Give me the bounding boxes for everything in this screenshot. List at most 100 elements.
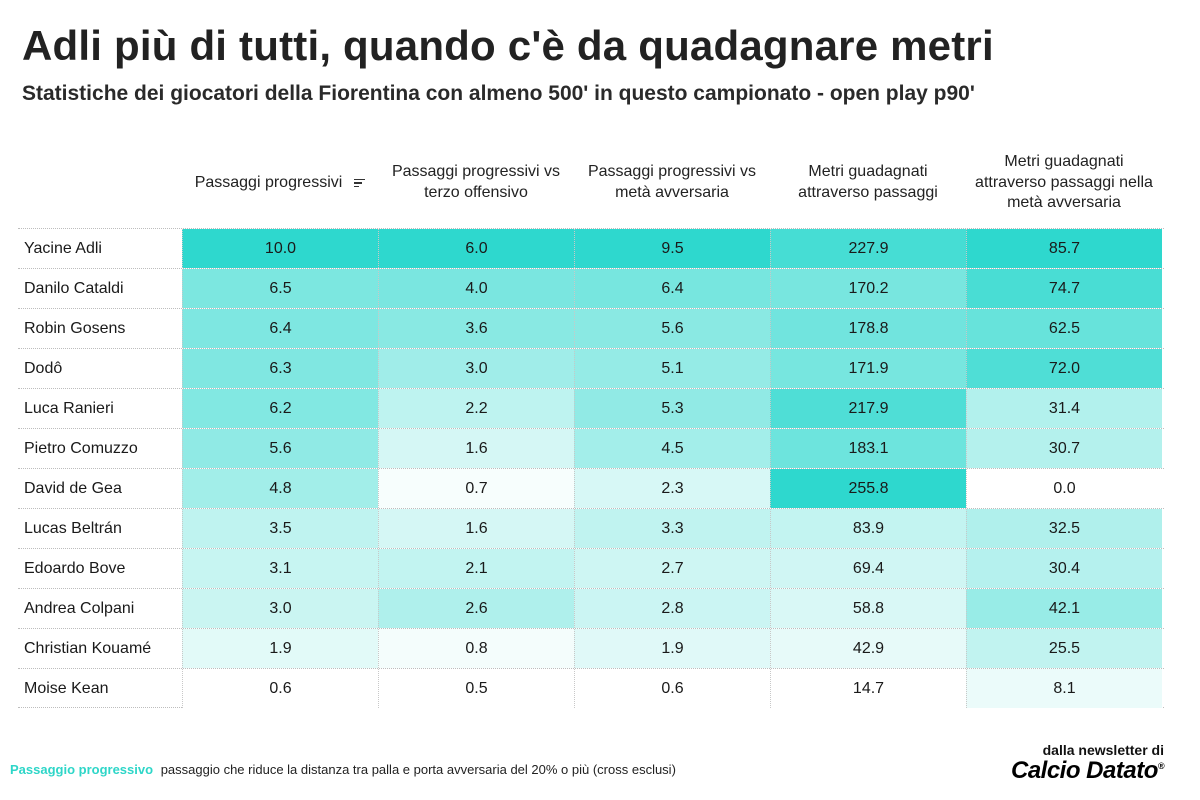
value-cell: 171.9: [770, 349, 966, 388]
brand-pre: dalla newsletter di: [1042, 742, 1164, 758]
value-cell: 3.6: [378, 309, 574, 348]
value-cell: 5.3: [574, 389, 770, 428]
player-name: Robin Gosens: [24, 319, 126, 337]
value-cell: 6.0: [378, 229, 574, 268]
value-cell: 3.0: [182, 589, 378, 628]
value-cell: 0.6: [574, 669, 770, 708]
table-row: Luca Ranieri 6.2 2.2 5.3 217.9 31.4: [18, 388, 1164, 428]
player-name: Lucas Beltrán: [24, 519, 122, 537]
value-cell: 3.1: [182, 549, 378, 588]
value-cell: 1.6: [378, 429, 574, 468]
value-cell: 0.6: [182, 669, 378, 708]
value-cell: 227.9: [770, 229, 966, 268]
value-cell: 32.5: [966, 509, 1162, 548]
value-cell: 42.9: [770, 629, 966, 668]
player-name: Yacine Adli: [24, 239, 102, 257]
column-header-label: Passaggi progressivi vs metà avversaria: [587, 163, 757, 201]
brand-logo-text: Calcio Datato: [1010, 757, 1158, 784]
value-cell: 62.5: [966, 309, 1162, 348]
value-cell: 25.5: [966, 629, 1162, 668]
value-cell: 4.5: [574, 429, 770, 468]
value-cell: 6.3: [182, 349, 378, 388]
column-header-label: Passaggi progressivi vs terzo offensivo: [391, 163, 561, 201]
player-name: Andrea Colpani: [24, 599, 135, 617]
stats-table: Passaggi progressivi Passaggi progressivi…: [18, 138, 1164, 708]
value-cell: 0.8: [378, 629, 574, 668]
footer-term: Passaggio progressivo: [10, 762, 154, 777]
value-cell: 42.1: [966, 589, 1162, 628]
column-header-2[interactable]: Passaggi progressivi vs terzo offensivo: [378, 138, 574, 228]
value-cell: 30.4: [966, 549, 1162, 588]
value-cell: 170.2: [770, 269, 966, 308]
value-cell: 2.8: [574, 589, 770, 628]
table-header: Passaggi progressivi Passaggi progressivi…: [18, 138, 1164, 228]
table-row: David de Gea 4.8 0.7 2.3 255.8 0.0: [18, 468, 1164, 508]
value-cell: 5.6: [574, 309, 770, 348]
player-name: Pietro Comuzzo: [24, 439, 138, 457]
value-cell: 3.0: [378, 349, 574, 388]
table-row: Moise Kean 0.6 0.5 0.6 14.7 8.1: [18, 668, 1164, 708]
player-name: Danilo Cataldi: [24, 279, 124, 297]
chart-subtitle: Statistiche dei giocatori della Fiorenti…: [22, 82, 975, 105]
value-cell: 9.5: [574, 229, 770, 268]
value-cell: 14.7: [770, 669, 966, 708]
value-cell: 0.0: [966, 469, 1162, 508]
value-cell: 217.9: [770, 389, 966, 428]
table-body: Yacine Adli 10.0 6.0 9.5 227.9 85.7 Danilo Cat…: [18, 228, 1164, 708]
column-header-label: Metri guadagnati attraverso passaggi: [798, 163, 938, 201]
table-row: Pietro Comuzzo 5.6 1.6 4.5 183.1 30.7: [18, 428, 1164, 468]
player-name: Christian Kouamé: [24, 639, 152, 657]
value-cell: 8.1: [966, 669, 1162, 708]
column-header-label: Metri guadagnati attraverso passaggi nel…: [975, 152, 1153, 212]
value-cell: 58.8: [770, 589, 966, 628]
value-cell: 1.9: [182, 629, 378, 668]
value-cell: 178.8: [770, 309, 966, 348]
value-cell: 0.7: [378, 469, 574, 508]
footer-note: Passaggio progressivo passaggio che ridu…: [10, 762, 676, 777]
value-cell: 6.2: [182, 389, 378, 428]
player-name: Dodô: [24, 359, 63, 377]
value-cell: 30.7: [966, 429, 1162, 468]
value-cell: 0.5: [378, 669, 574, 708]
value-cell: 5.6: [182, 429, 378, 468]
column-header-4[interactable]: Metri guadagnati attraverso passaggi: [770, 138, 966, 228]
player-name: David de Gea: [24, 479, 122, 497]
column-header-5[interactable]: Metri guadagnati attraverso passaggi nel…: [966, 138, 1162, 228]
value-cell: 255.8: [770, 469, 966, 508]
value-cell: 6.4: [574, 269, 770, 308]
value-cell: 1.9: [574, 629, 770, 668]
value-cell: 183.1: [770, 429, 966, 468]
value-cell: 74.7: [966, 269, 1162, 308]
value-cell: 10.0: [182, 229, 378, 268]
registered-icon: ®: [1157, 761, 1165, 771]
player-name: Moise Kean: [24, 679, 109, 697]
table-row: Andrea Colpani 3.0 2.6 2.8 58.8 42.1: [18, 588, 1164, 628]
brand-block: dalla newsletter di Calcio Datato®: [1010, 742, 1165, 784]
value-cell: 4.0: [378, 269, 574, 308]
table-row: Christian Kouamé 1.9 0.8 1.9 42.9 25.5: [18, 628, 1164, 668]
column-header-1[interactable]: Passaggi progressivi: [182, 138, 378, 228]
table-row: Edoardo Bove 3.1 2.1 2.7 69.4 30.4: [18, 548, 1164, 588]
table-row: Danilo Cataldi 6.5 4.0 6.4 170.2 74.7: [18, 268, 1164, 308]
chart-title: Adli più di tutti, quando c'è da quadagn…: [22, 22, 994, 69]
value-cell: 85.7: [966, 229, 1162, 268]
sort-icon[interactable]: [354, 177, 366, 190]
value-cell: 5.1: [574, 349, 770, 388]
table-row: Robin Gosens 6.4 3.6 5.6 178.8 62.5: [18, 308, 1164, 348]
value-cell: 1.6: [378, 509, 574, 548]
value-cell: 31.4: [966, 389, 1162, 428]
column-header-label: Passaggi progressivi: [194, 173, 343, 191]
brand-logo: Calcio Datato®: [1010, 757, 1165, 784]
table-row: Dodô 6.3 3.0 5.1 171.9 72.0: [18, 348, 1164, 388]
value-cell: 4.8: [182, 469, 378, 508]
value-cell: 69.4: [770, 549, 966, 588]
value-cell: 83.9: [770, 509, 966, 548]
value-cell: 72.0: [966, 349, 1162, 388]
value-cell: 2.3: [574, 469, 770, 508]
value-cell: 2.2: [378, 389, 574, 428]
value-cell: 2.7: [574, 549, 770, 588]
value-cell: 6.4: [182, 309, 378, 348]
column-header-3[interactable]: Passaggi progressivi vs metà avversaria: [574, 138, 770, 228]
table-row: Yacine Adli 10.0 6.0 9.5 227.9 85.7: [18, 228, 1164, 268]
value-cell: 2.1: [378, 549, 574, 588]
